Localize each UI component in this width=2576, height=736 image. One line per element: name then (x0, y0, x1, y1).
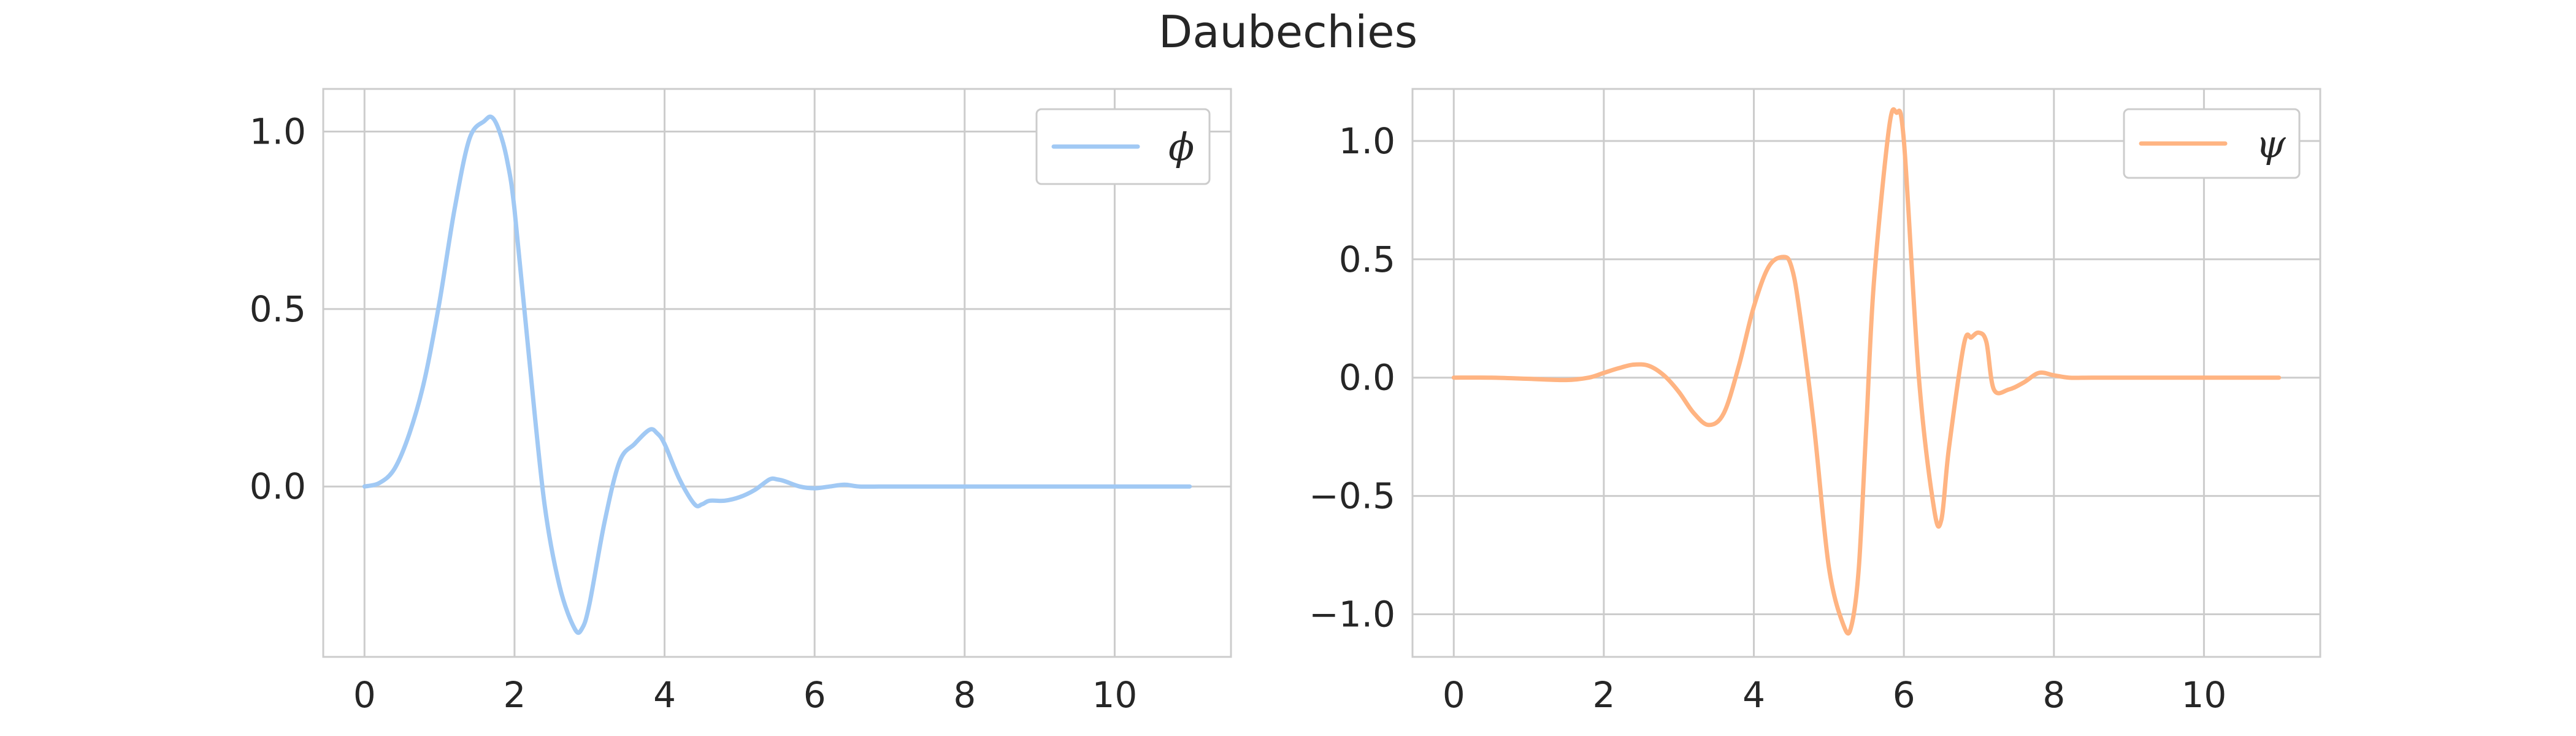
y-tick-label: −1.0 (1309, 594, 1395, 635)
x-tick-label: 8 (953, 674, 976, 716)
y-tick-label: −0.5 (1309, 475, 1395, 517)
figure-title: Daubechies (1158, 6, 1418, 58)
y-tick-label: 0.0 (250, 466, 306, 507)
legend-label: ψ (2256, 121, 2287, 166)
x-tick-label: 4 (653, 674, 676, 716)
x-tick-label: 6 (803, 674, 826, 716)
legend: ϕ (1035, 108, 1211, 185)
x-tick-label: 10 (1092, 674, 1138, 716)
y-tick-label: 0.5 (1339, 239, 1395, 280)
plot-panel-2: 0 2 4 6 8 10 −1.0 −0.5 0.0 0.5 1.0 ψ (1309, 88, 2321, 716)
legend-label: ϕ (1168, 125, 1194, 169)
plot-frame (322, 88, 1232, 658)
legend: ψ (2123, 108, 2301, 179)
x-tick-label: 2 (1592, 674, 1615, 716)
x-tick-label: 6 (1893, 674, 1915, 716)
y-tick-label: 0.0 (1339, 357, 1395, 399)
series-line (362, 114, 1192, 635)
y-tick-label: 0.5 (250, 288, 306, 330)
plot-frame (1411, 88, 2321, 658)
x-tick-label: 8 (2042, 674, 2065, 716)
y-tick-label: 1.0 (250, 110, 306, 152)
series-line (1451, 107, 2282, 636)
x-tick-label: 2 (503, 674, 526, 716)
x-tick-label: 0 (1443, 674, 1465, 716)
y-tick-label: 1.0 (1339, 120, 1395, 162)
x-tick-label: 10 (2182, 674, 2227, 716)
plot-panel-1: 0 2 4 6 8 10 0.0 0.5 1.0 ϕ (250, 88, 1232, 716)
x-tick-label: 0 (353, 674, 376, 716)
x-tick-label: 4 (1742, 674, 1765, 716)
